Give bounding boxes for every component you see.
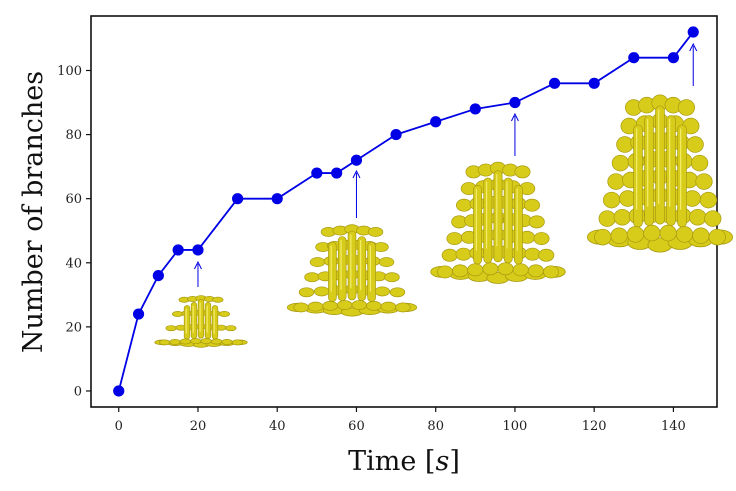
x-tick-label: 120 xyxy=(582,419,607,434)
y-tick-label: 100 xyxy=(57,64,82,79)
x-axis-unit: s xyxy=(435,446,449,477)
x-tick-label: 100 xyxy=(503,419,528,434)
annotation-arrowhead xyxy=(352,169,361,179)
dendrite-inset xyxy=(286,224,418,317)
data-point xyxy=(331,167,343,179)
svg-text:Time [s]: Time [s] xyxy=(348,446,460,477)
data-point xyxy=(192,244,204,256)
data-point xyxy=(113,385,125,397)
dendrite-inset xyxy=(587,94,734,253)
x-tick-label: 140 xyxy=(661,419,686,434)
data-point xyxy=(509,96,521,109)
data-point xyxy=(430,116,442,128)
ticks-layer: 0 20 40 60 80 100 120 140 0 20 40 60 80 100 xyxy=(57,64,686,434)
data-point xyxy=(350,154,363,166)
annotation-arrowhead xyxy=(689,42,698,52)
y-tick-label: 40 xyxy=(65,256,82,271)
dendrite-inset xyxy=(430,161,566,284)
data-point xyxy=(132,308,145,320)
data-point xyxy=(628,52,640,64)
data-point xyxy=(231,193,244,205)
dendrite-inset xyxy=(154,295,248,348)
data-point xyxy=(469,103,481,115)
x-tick-label: 0 xyxy=(115,419,123,434)
insets-layer xyxy=(154,94,734,348)
arrows-layer xyxy=(194,42,698,287)
data-point xyxy=(548,77,561,89)
data-point xyxy=(667,52,680,64)
data-point xyxy=(687,26,699,38)
x-axis-title: Time [s] xyxy=(348,446,460,477)
y-axis-label: Number of branches xyxy=(18,71,49,353)
x-tick-label: 20 xyxy=(190,419,207,434)
x-tick-label: 40 xyxy=(269,419,286,434)
annotation-arrowhead xyxy=(510,112,519,122)
series-layer xyxy=(113,26,699,397)
x-tick-label: 80 xyxy=(427,419,444,434)
x-tick-label: 60 xyxy=(348,419,365,434)
data-point xyxy=(152,269,164,282)
data-point xyxy=(172,244,184,256)
data-point xyxy=(390,128,402,141)
y-tick-label: 0 xyxy=(74,384,82,399)
y-tick-label: 20 xyxy=(65,320,82,335)
data-point xyxy=(271,193,283,205)
y-tick-label: 60 xyxy=(65,192,82,207)
x-axis-label: Time xyxy=(348,446,416,477)
data-point xyxy=(588,77,600,89)
data-point xyxy=(311,167,323,179)
annotation-arrowhead xyxy=(194,260,202,270)
y-tick-label: 80 xyxy=(65,128,82,143)
